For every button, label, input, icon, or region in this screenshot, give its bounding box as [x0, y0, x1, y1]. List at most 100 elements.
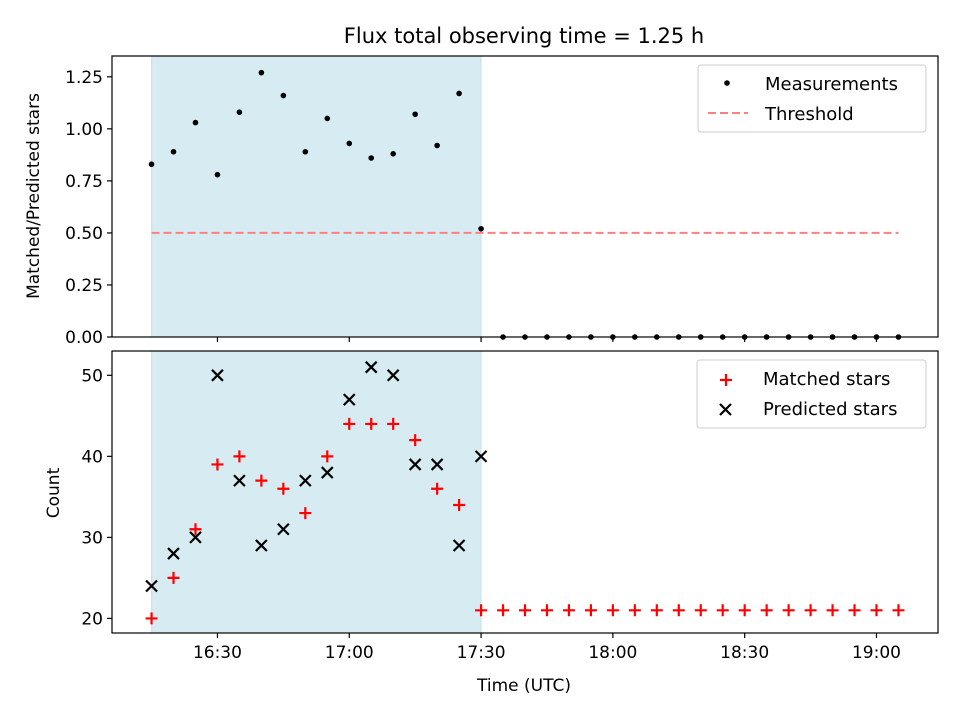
matched-stars-point	[804, 604, 817, 617]
top-legend: Measurements Threshold	[697, 64, 927, 133]
measurements-point	[214, 171, 221, 178]
matched-stars-point	[672, 604, 685, 617]
legend-threshold-label: Threshold	[764, 104, 854, 125]
measurements-point	[236, 109, 243, 115]
bottom-shaded-interval	[151, 350, 482, 634]
matched-stars-point	[365, 417, 378, 430]
x-axis-label: Time (UTC)	[476, 676, 571, 696]
predicted-stars-point	[342, 393, 356, 406]
matched-stars-point	[321, 450, 334, 463]
predicted-stars-point	[299, 474, 312, 487]
matched-stars-point	[431, 482, 444, 495]
x-tick-label: 16:30	[193, 643, 242, 663]
matched-stars-point	[760, 604, 773, 617]
x-tick-label: 18:00	[588, 643, 637, 663]
matched-stars-point	[387, 417, 400, 430]
top-axes-frame	[111, 55, 939, 338]
measurements-point	[302, 148, 309, 155]
matched-stars-point	[606, 604, 619, 617]
matched-stars-point	[628, 604, 641, 617]
top-shaded-interval	[151, 55, 482, 338]
bottom-y-tick-label: 40	[81, 447, 103, 467]
chart-title: Flux total observing time = 1.25 h	[344, 24, 704, 48]
bottom-y-tick-label: 50	[81, 366, 103, 386]
top-y-tick-label: 1.00	[65, 120, 103, 140]
predicted-stars-point	[408, 458, 422, 471]
matched-stars-point	[343, 417, 356, 430]
matched-stars-point	[211, 458, 224, 471]
predicted-stars-point	[211, 369, 224, 382]
measurements-point	[170, 148, 177, 155]
top-y-tick-label: 0.50	[65, 224, 103, 244]
measurements-point	[258, 69, 265, 76]
x-tick-label: 17:30	[457, 643, 506, 663]
matched-stars-point	[826, 604, 839, 617]
x-tick-label: 18:30	[720, 643, 769, 663]
bottom-legend: Matched stars Predicted stars	[696, 359, 927, 429]
matched-stars-point	[409, 434, 422, 447]
legend-measurements-marker	[724, 80, 730, 86]
predicted-stars-point	[474, 450, 488, 463]
measurements-point	[148, 161, 155, 168]
legend-predicted-label: Predicted stars	[763, 399, 897, 420]
bottom-y-tick-label: 30	[81, 528, 103, 548]
measurements-point	[412, 111, 418, 118]
top-legend-box	[697, 64, 927, 133]
matched-stars-point	[299, 507, 312, 520]
matched-stars-point	[782, 604, 795, 617]
matched-stars-point	[694, 604, 707, 617]
matched-stars-point	[233, 450, 246, 463]
top-y-tick-label: 0.00	[65, 328, 103, 348]
top-y-axis-label: Matched/Predicted stars	[24, 93, 44, 299]
legend-matched-label: Matched stars	[763, 369, 890, 390]
matched-stars-point	[584, 604, 597, 617]
matched-stars-point	[277, 482, 290, 495]
predicted-stars-point	[233, 474, 246, 487]
predicted-stars-point	[452, 539, 466, 552]
matched-stars-point	[540, 604, 553, 617]
legend-predicted-marker	[719, 403, 732, 416]
measurements-point	[434, 142, 440, 149]
x-tick-label: 19:00	[852, 643, 901, 663]
legend-measurements-label: Measurements	[765, 74, 898, 95]
predicted-stars-point	[277, 522, 290, 536]
predicted-stars-point	[189, 531, 202, 544]
matched-stars-point	[497, 604, 510, 617]
bottom-y-axis-label: Count	[44, 467, 64, 518]
matched-stars-point	[562, 604, 575, 617]
measurements-point	[346, 140, 353, 147]
predicted-stars-point	[386, 369, 400, 382]
matched-stars-point	[650, 604, 663, 617]
matched-stars-point	[189, 523, 202, 536]
bottom-y-tick-label: 20	[81, 609, 103, 629]
matched-stars-point	[475, 604, 488, 617]
top-panel: 0.00 0.25 0.50 0.75 1.00 1.25	[65, 55, 939, 348]
measurements-point	[192, 119, 199, 126]
measurements-point	[280, 92, 287, 99]
bottom-panel: 20 30 40 50 16:30 17:00 17:30 18:00 18:30 19:00	[81, 350, 939, 663]
matched-stars-point	[453, 498, 466, 511]
matched-stars-point	[145, 612, 158, 625]
measurements-point	[368, 155, 375, 161]
bottom-axes-frame	[111, 350, 939, 634]
matched-stars-point	[892, 604, 905, 617]
matched-stars-point	[255, 474, 268, 487]
matched-stars-point	[870, 604, 883, 617]
predicted-stars-point	[321, 466, 334, 479]
legend-matched-marker	[720, 374, 732, 386]
top-y-tick-label: 0.75	[65, 172, 103, 192]
bottom-legend-box	[696, 359, 927, 429]
top-y-tick-label: 0.25	[65, 276, 103, 296]
predicted-stars-point	[364, 360, 378, 374]
matched-stars-point	[167, 571, 180, 584]
top-y-tick-label: 1.25	[65, 68, 103, 88]
matched-stars-point	[716, 604, 729, 617]
predicted-stars-point	[167, 547, 180, 560]
measurements-point	[478, 225, 484, 232]
predicted-stars-point	[430, 458, 444, 471]
predicted-stars-point	[255, 539, 268, 552]
matched-stars-point	[848, 604, 861, 617]
measurements-point	[390, 151, 396, 157]
predicted-stars-point	[145, 579, 158, 593]
